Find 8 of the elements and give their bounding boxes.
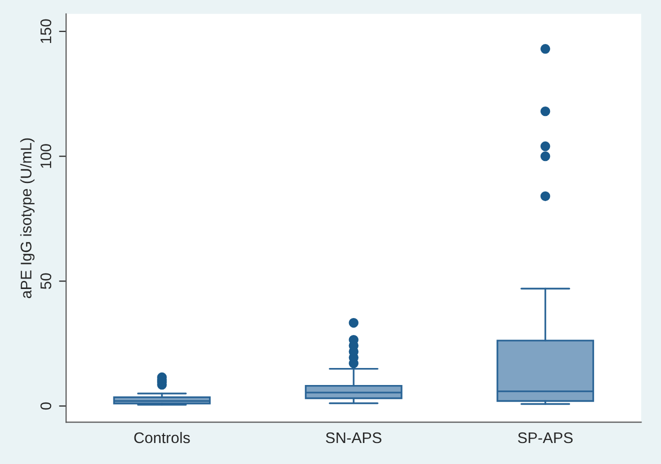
y-axis-title: aPE IgG isotype (U/mL) xyxy=(20,138,34,298)
x-tick-label: Controls xyxy=(134,432,190,444)
y-tick-label: 100 xyxy=(40,144,52,168)
y-tick-label: 0 xyxy=(40,402,52,410)
x-tick-label: SP-APS xyxy=(518,432,573,444)
y-tick-label: 50 xyxy=(40,273,52,290)
x-tick-label: SN-APS xyxy=(326,432,382,444)
y-tick-label: 150 xyxy=(40,19,52,43)
